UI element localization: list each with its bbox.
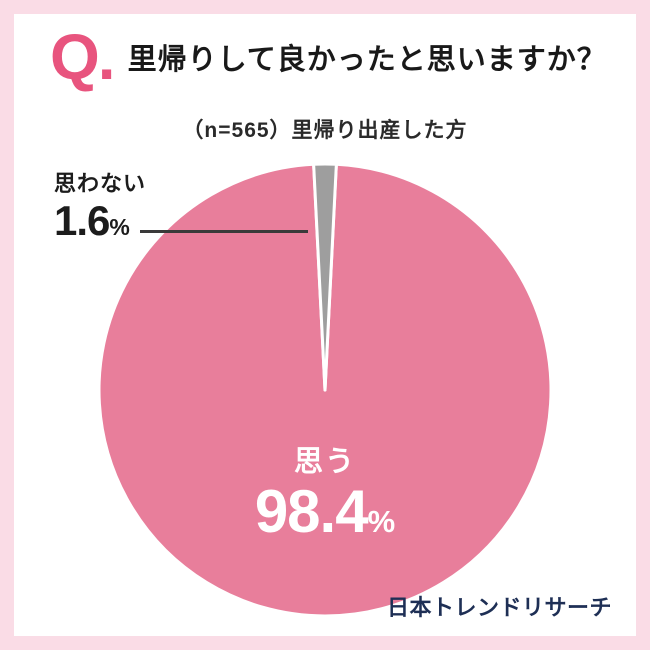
major-slice-label: 思う (293, 446, 356, 478)
percent-sign: % (109, 214, 130, 240)
major-slice-value: 98.4% (95, 480, 555, 543)
minor-slice-value: 1.6% (54, 197, 146, 244)
sample-note: （n=565）里帰り出産した方 (182, 119, 468, 142)
minor-slice-label: 思わない (54, 171, 147, 196)
minor-slice-callout: 思わない 1.6% (54, 166, 146, 244)
question-text: 里帰りして良かったと思いますか？ (127, 44, 607, 76)
major-value-number: 98.4 (254, 478, 369, 545)
brand-logo: 日本トレンドリサーチ (386, 595, 612, 620)
leader-line (140, 230, 308, 233)
percent-sign: % (367, 504, 396, 539)
minor-value-number: 1.6 (54, 197, 110, 244)
q-mark: Q. (50, 21, 116, 93)
question-header: Q. 里帰りして良かったと思いますか？ (50, 14, 607, 100)
card: Q. 里帰りして良かったと思いますか？ （n=565）里帰り出産した方 思わない… (14, 14, 636, 636)
pie-chart (97, 162, 553, 618)
major-slice-callout: 思う 98.4% (95, 438, 555, 543)
